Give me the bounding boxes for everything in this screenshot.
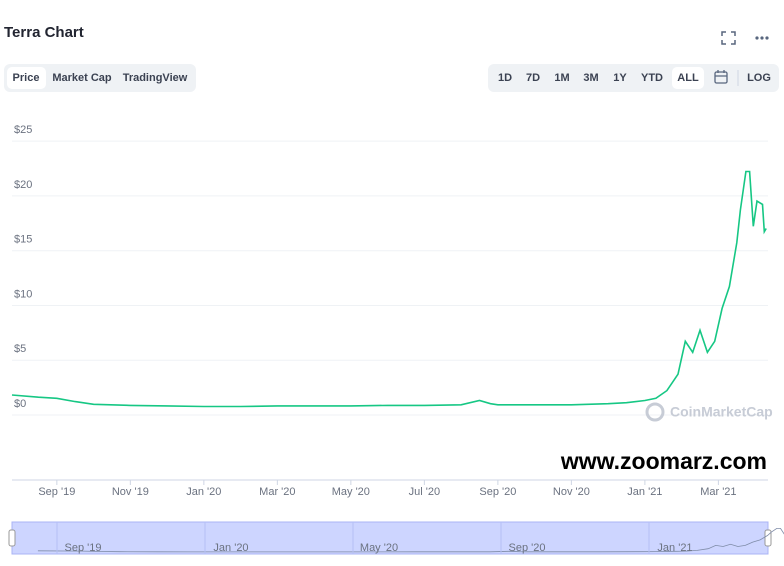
navigator[interactable] [11, 521, 769, 555]
navigator-label: May '20 [360, 542, 398, 554]
navigator-handle[interactable] [8, 529, 16, 547]
range-button[interactable]: ALL [677, 72, 699, 84]
navigator-label: Jan '21 [657, 542, 692, 554]
y-tick-label: $10 [14, 288, 32, 300]
fullscreen-icon[interactable] [721, 31, 736, 45]
annotation: www.zoomarz.com [560, 448, 767, 474]
more-icon[interactable] [755, 36, 769, 40]
x-tick-label: Jan '21 [627, 486, 662, 498]
range-button[interactable]: 7D [526, 72, 540, 84]
chart-title: Terra Chart [4, 24, 84, 41]
y-tick-label: $15 [14, 234, 32, 246]
x-tick-label: Sep '20 [479, 486, 516, 498]
y-tick-label: $5 [14, 343, 26, 355]
x-tick-label: Jan '20 [186, 486, 221, 498]
x-tick-label: Jul '20 [409, 486, 440, 498]
y-tick-label: $0 [14, 398, 26, 410]
navigator-label: Sep '20 [509, 542, 546, 554]
price-line [11, 170, 767, 408]
watermark-logo [645, 402, 665, 422]
tab[interactable]: Market Cap [52, 72, 112, 84]
navigator-label: Sep '19 [65, 542, 102, 554]
range-button[interactable]: 1M [554, 72, 569, 84]
range-button[interactable]: 1Y [613, 72, 627, 84]
tab-active [7, 67, 46, 89]
calendar-icon[interactable] [714, 70, 728, 84]
navigator-handle[interactable] [764, 529, 772, 547]
range-button[interactable]: YTD [641, 72, 663, 84]
y-tick-label: $20 [14, 179, 32, 191]
x-tick-label: Nov '19 [112, 486, 149, 498]
range-button[interactable]: 1D [498, 72, 512, 84]
tab[interactable]: Price [13, 72, 40, 84]
navigator-label: Jan '20 [213, 542, 248, 554]
tab[interactable]: TradingView [123, 72, 188, 84]
range-button[interactable]: 3M [583, 72, 598, 84]
tab-bar [4, 64, 196, 92]
navigator-line [37, 528, 784, 553]
x-tick-label: Mar '21 [700, 486, 736, 498]
x-tick-label: Sep '19 [38, 486, 75, 498]
y-tick-label: $25 [14, 124, 32, 136]
range-active [672, 67, 704, 89]
watermark: CoinMarketCap [670, 404, 773, 420]
x-tick-label: May '20 [332, 486, 370, 498]
range-bar [488, 64, 779, 92]
x-tick-label: Nov '20 [553, 486, 590, 498]
log-button[interactable]: LOG [747, 72, 771, 84]
x-tick-label: Mar '20 [259, 486, 295, 498]
